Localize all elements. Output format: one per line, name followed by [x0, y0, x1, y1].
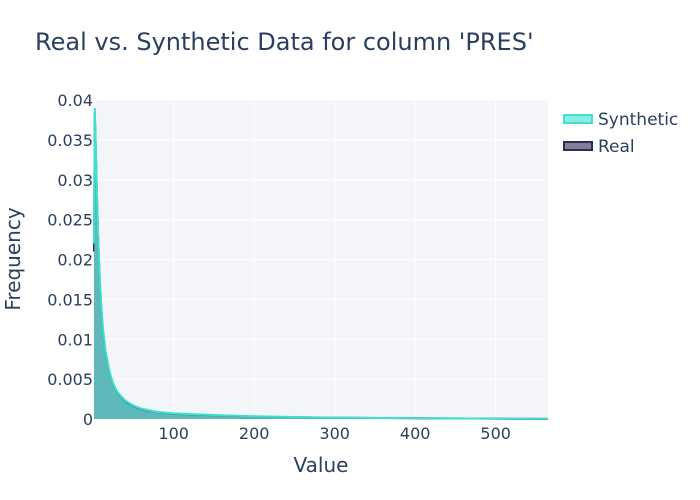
y-tick-label: 0.005 [47, 370, 93, 389]
y-tick-label: 0.025 [47, 211, 93, 230]
y-axis: 0 0.005 0.01 0.015 0.02 0.025 0.03 0.035 0.04 [47, 91, 93, 429]
x-tick-label: 200 [239, 424, 270, 443]
x-tick-label: 300 [319, 424, 350, 443]
legend[interactable]: Synthetic Real [563, 110, 678, 157]
legend-label-synthetic: Synthetic [598, 110, 678, 130]
y-tick-label: 0.035 [47, 131, 93, 150]
legend-label-real: Real [598, 137, 635, 157]
y-axis-title: Frequency [1, 207, 25, 310]
series-layer [93, 107, 549, 420]
grid [94, 99, 548, 420]
legend-item-real[interactable]: Real [563, 137, 635, 157]
y-tick-label: 0.015 [47, 290, 93, 309]
y-tick-label: 0.03 [57, 171, 93, 190]
x-tick-label: 400 [400, 424, 431, 443]
y-tick-label: 0.02 [57, 251, 93, 270]
legend-item-synthetic[interactable]: Synthetic [563, 110, 678, 130]
x-axis-title: Value [294, 453, 349, 477]
x-tick-label: 100 [158, 424, 189, 443]
x-tick-label: 500 [480, 424, 511, 443]
legend-swatch-synthetic [563, 114, 593, 124]
y-tick-label: 0.01 [57, 330, 93, 349]
synthetic-line [93, 107, 549, 420]
y-tick-label: 0 [83, 410, 93, 429]
x-axis: 100 200 300 400 500 [158, 424, 511, 443]
y-tick-label: 0.04 [57, 91, 93, 110]
legend-swatch-real [563, 141, 593, 151]
chart-title: Real vs. Synthetic Data for column 'PRES… [35, 28, 534, 56]
